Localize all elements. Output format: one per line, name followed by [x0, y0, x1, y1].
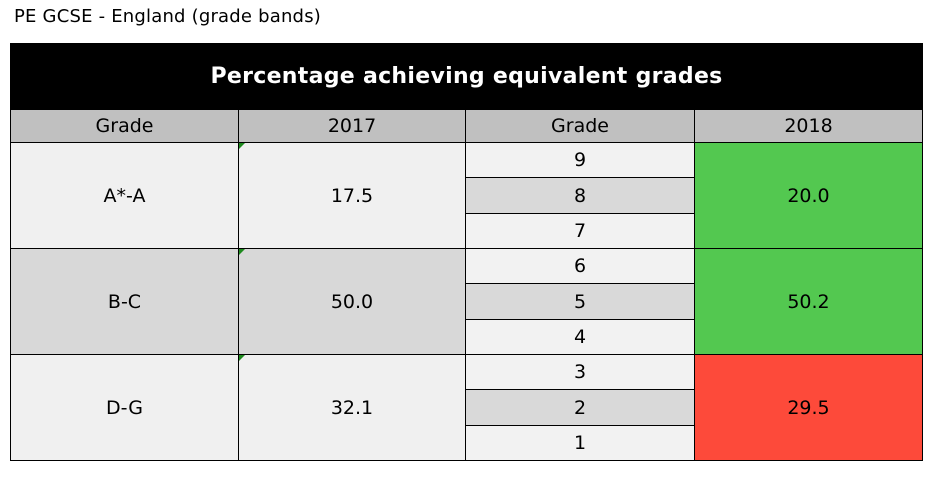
table-title: Percentage achieving equivalent grades: [9, 43, 924, 110]
new-grade: 8: [465, 177, 695, 214]
value-2017: 17.5: [238, 142, 466, 249]
new-grade: 6: [465, 248, 695, 284]
new-grade: 3: [465, 354, 695, 390]
value-2018: 29.5: [693, 354, 924, 461]
value-2017-text: 50.0: [330, 290, 374, 313]
cell-marker-icon: [239, 249, 245, 255]
value-2017: 32.1: [238, 354, 466, 461]
new-grade: 7: [465, 213, 695, 249]
cell-marker-icon: [239, 143, 245, 149]
grade-comparison-table: Percentage achieving equivalent grades G…: [9, 43, 924, 461]
column-header-grade-new: Grade: [465, 109, 695, 143]
value-2017-text: 17.5: [330, 184, 374, 207]
column-header-2018: 2018: [693, 109, 924, 143]
cell-marker-icon: [239, 355, 245, 361]
new-grade: 2: [465, 389, 695, 426]
new-grade: 5: [465, 283, 695, 320]
column-header-grade: Grade: [10, 109, 239, 143]
column-header-2017: 2017: [238, 109, 466, 143]
page-title: PE GCSE - England (grade bands): [14, 6, 321, 27]
new-grade: 4: [465, 319, 695, 355]
new-grade: 1: [465, 425, 695, 461]
band-label: D-G: [10, 354, 239, 461]
value-2018: 20.0: [693, 142, 924, 249]
value-2017-text: 32.1: [330, 396, 374, 419]
new-grade: 9: [465, 142, 695, 178]
band-label: B-C: [10, 248, 239, 355]
value-2017: 50.0: [238, 248, 466, 355]
band-label: A*-A: [10, 142, 239, 249]
value-2018: 50.2: [693, 248, 924, 355]
